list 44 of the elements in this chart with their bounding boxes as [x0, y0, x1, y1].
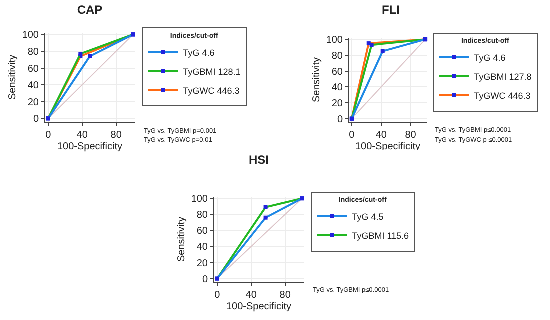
legend-label: TyG 4.6	[474, 53, 506, 64]
y-tick-label: 100	[22, 30, 40, 42]
legend-label: TyGBMI 127.8	[474, 72, 532, 82]
y-tick-label: 40	[196, 242, 208, 254]
legend-label: TyG 4.5	[352, 212, 384, 222]
chart-title: CAP	[77, 3, 103, 18]
legend-label: TyGBMI 128.1	[183, 66, 241, 77]
y-axis-title: Sensitivity	[311, 57, 322, 103]
y-tick-label: 60	[28, 64, 40, 75]
legend-label: TyGWC 446.3	[183, 86, 240, 96]
y-tick-label: 0	[337, 114, 344, 126]
legend-label: TyGBMI 115.6	[352, 231, 410, 242]
y-axis-title: Sensitivity	[7, 54, 18, 100]
chart-title: FLI	[382, 3, 400, 18]
x-tick-label: 80	[280, 290, 292, 301]
x-tick-label: 0	[349, 130, 356, 141]
x-tick-label: 0	[46, 130, 52, 141]
chart-title: HSI	[248, 153, 270, 168]
y-tick-label: 40	[28, 80, 40, 92]
y-tick-label: 0	[33, 114, 40, 126]
x-tick-label: 40	[76, 130, 88, 141]
y-tick-label: 20	[196, 258, 208, 270]
x-axis-title: 100-Specificity	[355, 142, 421, 152]
y-tick-label: 100	[326, 35, 344, 46]
x-axis-title: 100-Specificity	[226, 302, 292, 312]
y-tick-label: 100	[191, 194, 208, 206]
y-tick-label: 80	[332, 50, 344, 62]
y-tick-label: 0	[202, 274, 208, 286]
y-tick-label: 60	[332, 66, 344, 78]
y-axis-title: Sensitivity	[176, 216, 188, 262]
x-tick-label: 80	[405, 130, 417, 141]
x-tick-label: 40	[246, 290, 258, 301]
legend-label: TyGWC 446.3	[474, 91, 531, 102]
x-tick-label: 0	[214, 290, 221, 301]
x-tick-label: 40	[376, 130, 388, 141]
y-tick-label: 60	[196, 226, 208, 238]
x-tick-label: 80	[110, 130, 122, 141]
y-tick-label: 40	[332, 82, 344, 94]
x-axis-title: 100-Specificity	[57, 142, 123, 152]
y-tick-label: 80	[28, 46, 40, 58]
y-tick-label: 20	[332, 98, 344, 110]
y-tick-label: 80	[196, 210, 208, 222]
legend-label: TyG 4.6	[183, 48, 215, 58]
y-tick-label: 20	[28, 97, 40, 108]
